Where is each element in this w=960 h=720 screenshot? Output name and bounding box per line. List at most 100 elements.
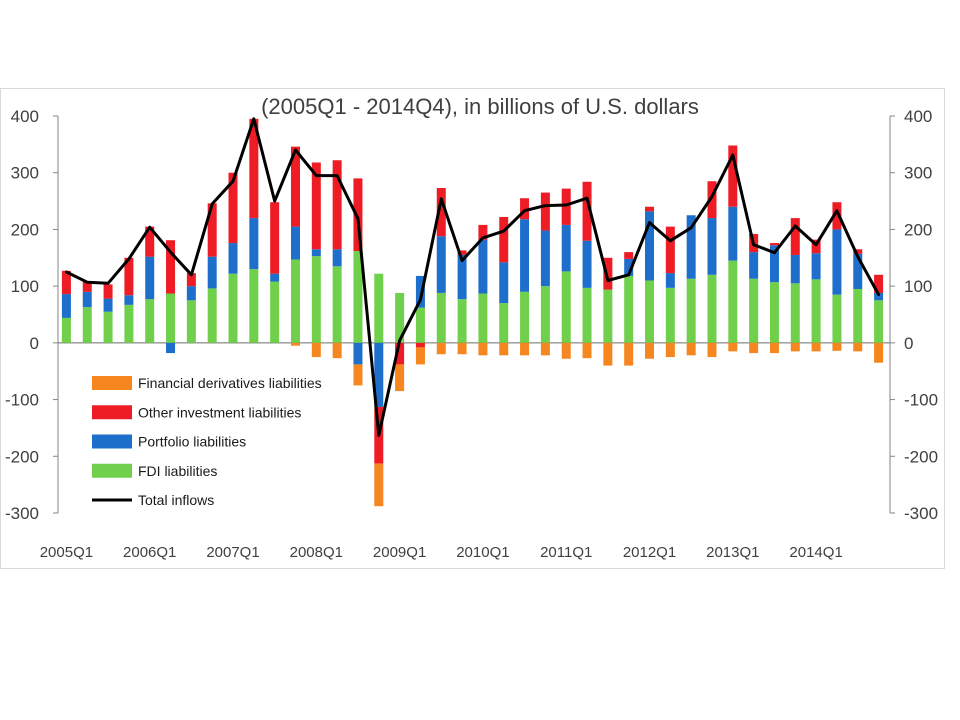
financial-derivatives-liabilities-bar-30 [665, 342, 675, 358]
fdi-liabilities-bar-11 [270, 281, 280, 343]
other-investment-liabilities-bar-3 [103, 284, 113, 299]
other-investment-liabilities-bar-10 [249, 118, 259, 219]
legend-label-total-inflows: Total inflows [138, 492, 214, 508]
financial-derivatives-liabilities-bar-13 [311, 342, 321, 358]
axes-layer: 400 300 200 100 0 -100 -200 -300 400 300 200 100 0 -1… [5, 107, 938, 561]
fdi-liabilities-bar-36 [790, 283, 800, 343]
other-investment-liabilities-bar-26 [582, 181, 592, 241]
portfolio-liabilities-bar-39 [853, 253, 863, 289]
portfolio-liabilities-bar-30 [665, 273, 675, 288]
fdi-liabilities-bar-33 [728, 260, 738, 343]
fdi-liabilities-bar-28 [624, 275, 634, 343]
other-investment-liabilities-bar-39 [853, 249, 863, 254]
legend: Financial derivatives liabilities Other i… [92, 375, 322, 508]
portfolio-liabilities-bar-21 [478, 239, 488, 294]
portfolio-liabilities-bar-34 [749, 252, 759, 279]
financial-derivatives-liabilities-bar-23 [520, 342, 530, 356]
y-tick-label-left: 0 [30, 334, 39, 353]
financial-derivatives-liabilities-bar-40 [874, 342, 884, 363]
portfolio-liabilities-bar-37 [811, 253, 821, 280]
portfolio-liabilities-bar-22 [499, 262, 509, 304]
y-tick-label-left: -100 [5, 391, 39, 410]
portfolio-liabilities-bar-15 [353, 342, 363, 365]
portfolio-liabilities-bar-23 [520, 219, 530, 292]
financial-derivatives-liabilities-bar-16 [374, 463, 384, 507]
fdi-liabilities-bar-27 [603, 289, 613, 343]
portfolio-liabilities-bar-5 [145, 256, 155, 300]
other-investment-liabilities-bar-23 [520, 198, 530, 220]
other-investment-liabilities-bar-32 [707, 181, 717, 219]
legend-item-financial-derivatives-liabilities: Financial derivatives liabilities [92, 375, 322, 391]
financial-derivatives-liabilities-bar-29 [645, 342, 655, 359]
other-investment-liabilities-bar-20 [457, 250, 467, 255]
other-investment-liabilities-bar-11 [270, 202, 280, 274]
financial-derivatives-liabilities-bar-39 [853, 342, 863, 352]
portfolio-liabilities-bar-1 [61, 294, 71, 318]
portfolio-liabilities-bar-16 [374, 342, 384, 407]
portfolio-liabilities-bar-4 [124, 295, 134, 305]
financial-derivatives-liabilities-bar-18 [415, 347, 425, 365]
total-inflows-line [64, 117, 881, 437]
other-investment-liabilities-bar-21 [478, 224, 488, 240]
portfolio-liabilities-bar-8 [207, 256, 217, 289]
fdi-liabilities-bar-5 [145, 299, 155, 343]
fdi-liabilities-bar-39 [853, 288, 863, 343]
financial-derivatives-liabilities-bar-37 [811, 342, 821, 352]
portfolio-liabilities-bar-28 [624, 258, 634, 276]
portfolio-liabilities-bar-24 [540, 230, 550, 287]
other-investment-liabilities-bar-9 [228, 172, 238, 244]
fdi-liabilities-bar-38 [832, 294, 842, 343]
other-investment-liabilities-bar-28 [624, 252, 634, 259]
portfolio-liabilities-bar-2 [82, 291, 92, 308]
chart-title: (2005Q1 - 2014Q4), in billions of U.S. d… [261, 94, 699, 119]
financial-derivatives-liabilities-bar-15 [353, 364, 363, 386]
fdi-liabilities-bar-17 [395, 292, 405, 343]
other-investment-liabilities-bar-8 [207, 203, 217, 257]
portfolio-liabilities-bar-10 [249, 218, 259, 270]
y-tick-label-right: -100 [904, 391, 938, 410]
financial-derivatives-liabilities-bar-34 [749, 342, 759, 354]
portfolio-liabilities-bar-6 [166, 342, 176, 354]
fdi-liabilities-bar-6 [166, 293, 176, 343]
y-tick-label-right: 300 [904, 164, 932, 183]
fdi-liabilities-bar-10 [249, 269, 259, 343]
fdi-liabilities-bar-7 [186, 300, 196, 343]
fdi-liabilities-bar-4 [124, 304, 134, 343]
fdi-liabilities-bar-32 [707, 274, 717, 343]
legend-label-portfolio-liabilities: Portfolio liabilities [138, 434, 246, 450]
line-layer [64, 117, 881, 437]
x-tick-label-2012q1: 2012Q1 [623, 544, 676, 561]
fdi-liabilities-bar-19 [436, 292, 446, 343]
x-tick-label-2010q1: 2010Q1 [456, 544, 509, 561]
fdi-liabilities-bar-3 [103, 311, 113, 343]
legend-label-other-investment-liabilities: Other investment liabilities [138, 404, 301, 420]
portfolio-liabilities-bar-9 [228, 243, 238, 274]
y-tick-label-right: 0 [904, 334, 913, 353]
other-investment-liabilities-bar-15 [353, 178, 363, 251]
y-tick-label-right: -200 [904, 447, 938, 466]
financial-derivatives-liabilities-bar-38 [832, 342, 842, 351]
x-tick-label-2014q1: 2014Q1 [789, 544, 842, 561]
financial-derivatives-liabilities-bar-25 [561, 342, 571, 359]
other-investment-liabilities-bar-13 [311, 162, 321, 250]
portfolio-liabilities-bar-26 [582, 240, 592, 288]
fdi-liabilities-bar-23 [520, 291, 530, 343]
portfolio-liabilities-bar-3 [103, 298, 113, 312]
portfolio-liabilities-bar-29 [645, 211, 655, 281]
financial-derivatives-liabilities-bar-19 [436, 342, 446, 355]
portfolio-liabilities-bar-19 [436, 236, 446, 293]
financial-derivatives-liabilities-bar-28 [624, 342, 634, 366]
other-investment-liabilities-bar-24 [540, 192, 550, 231]
legend-item-total-inflows: Total inflows [92, 492, 214, 508]
portfolio-liabilities-bar-7 [186, 286, 196, 301]
other-investment-liabilities-bar-14 [332, 160, 342, 250]
legend-swatch-portfolio-liabilities [92, 434, 132, 449]
chart-frame [0, 88, 945, 569]
fdi-liabilities-bar-26 [582, 287, 592, 343]
other-investment-liabilities-bar-2 [82, 281, 92, 292]
other-investment-liabilities-bar-22 [499, 216, 509, 263]
portfolio-liabilities-bar-18 [415, 275, 425, 308]
portfolio-liabilities-bar-33 [728, 206, 738, 261]
